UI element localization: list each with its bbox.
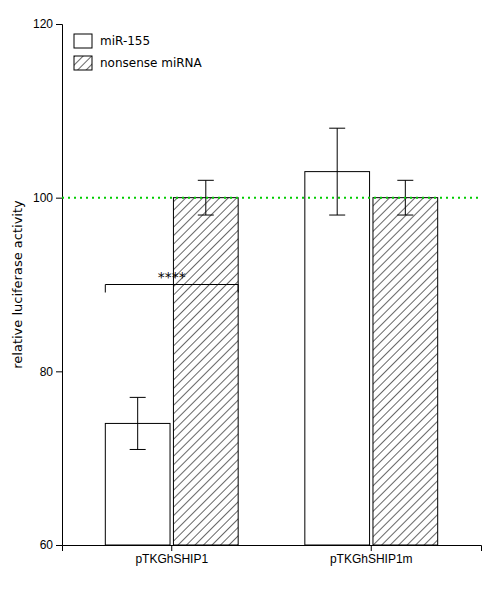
- series: [173, 180, 437, 545]
- x-tick: pTKGhSHIP1m: [330, 545, 413, 566]
- axis-domain: [63, 546, 482, 552]
- error-cap: [130, 449, 146, 450]
- chart: 60 80 100 120 pTKGhSHIP1 pTKGhSHIP1m **** miR-1…: [0, 0, 501, 589]
- y-axis: 60 80 100 120: [33, 17, 63, 552]
- legend-swatch: [74, 56, 92, 70]
- legend-swatch: [74, 34, 92, 48]
- tick-mark: [56, 198, 62, 199]
- tick-label: 80: [40, 365, 54, 379]
- tick-mark: [56, 371, 62, 372]
- bar: [173, 198, 238, 545]
- tick-mark: [56, 24, 62, 25]
- y-tick: 100: [33, 191, 62, 205]
- legend-label: nonsense miRNA: [100, 56, 203, 70]
- error-cap: [329, 128, 345, 129]
- tick-mark: [371, 545, 372, 551]
- error-cap: [397, 215, 413, 216]
- tick-label: pTKGhSHIP1m: [330, 552, 413, 566]
- error-cap: [329, 215, 345, 216]
- tick-label: pTKGhSHIP1: [135, 552, 208, 566]
- tick-label: 100: [33, 191, 53, 205]
- reference-line: [62, 197, 481, 199]
- tick-label: 120: [33, 17, 53, 31]
- y-tick: 80: [40, 365, 62, 379]
- legend-item: miR-155: [74, 34, 150, 49]
- bar: [373, 198, 438, 545]
- y-tick: 120: [33, 17, 62, 31]
- series: [105, 128, 369, 545]
- legend-label: miR-155: [100, 34, 150, 48]
- error-bar: [130, 397, 146, 449]
- y-tick: 60: [40, 538, 62, 552]
- error-cap: [198, 215, 214, 216]
- error-cap: [198, 180, 214, 181]
- x-axis: pTKGhSHIP1 pTKGhSHIP1m: [63, 545, 482, 566]
- significance-bracket: [105, 285, 238, 293]
- error-cap: [397, 180, 413, 181]
- tick-mark: [171, 545, 172, 551]
- axis-domain: [56, 25, 63, 546]
- error-line: [337, 128, 338, 215]
- significance-label: ****: [158, 269, 186, 285]
- tick-label: 60: [40, 538, 54, 552]
- y-axis-title: relative luciferase activity: [10, 200, 25, 369]
- error-line: [137, 397, 138, 449]
- error-bar: [329, 128, 345, 215]
- error-cap: [130, 397, 146, 398]
- plot-area: 60 80 100 120 pTKGhSHIP1 pTKGhSHIP1m **** miR-1…: [33, 17, 482, 565]
- tick-mark: [56, 545, 62, 546]
- bar: [305, 172, 370, 545]
- legend: miR-155 nonsense miRNA: [74, 34, 203, 71]
- x-tick: pTKGhSHIP1: [135, 545, 208, 566]
- legend-item: nonsense miRNA: [74, 56, 203, 71]
- marks: [62, 128, 481, 545]
